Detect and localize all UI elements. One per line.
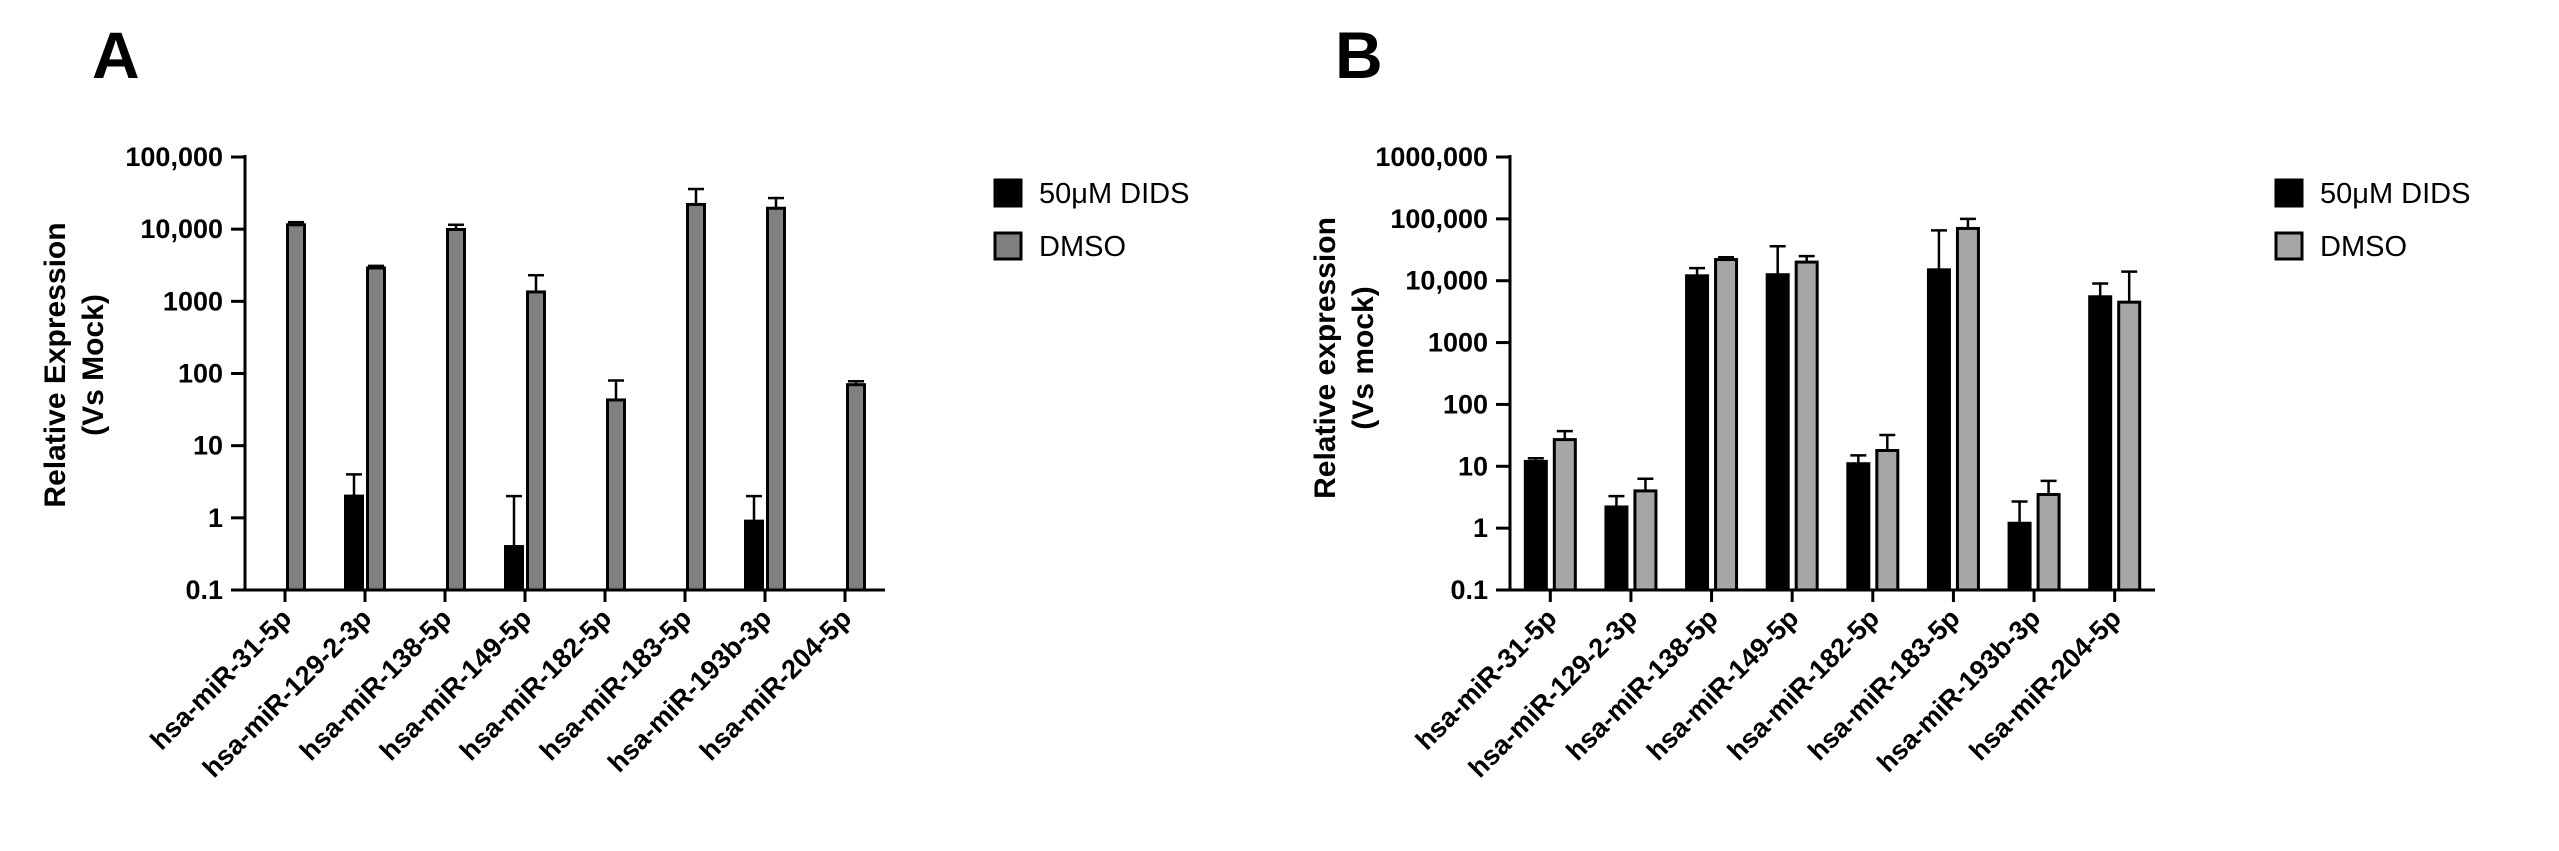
bar-a-s2-7 xyxy=(846,383,866,592)
bar-a-s2-5 xyxy=(686,202,706,592)
legend-label-b-series2: DMSO xyxy=(2320,231,2407,263)
bar-b-s2-6 xyxy=(2036,492,2061,592)
y-tick-label-b-6: 100,000 xyxy=(1390,204,1488,234)
x-tick-label-b-4: hsa-miR-182-5p xyxy=(1722,603,1885,766)
chart-panel-a: A 0.1 1 10 100 1000 10,000 100,000 hsa-miR-31-5… xyxy=(39,18,1189,783)
x-tick-label-a-5: hsa-miR-183-5p xyxy=(534,603,697,766)
y-tick-label-b-5: 10,000 xyxy=(1405,266,1488,296)
x-tick-label-a-0: hsa-miR-31-5p xyxy=(144,603,297,756)
x-tick-label-b-2: hsa-miR-138-5p xyxy=(1560,603,1723,766)
bar-a-s1-3 xyxy=(504,545,524,592)
bar-b-s2-0 xyxy=(1552,438,1577,592)
x-tick-label-a-2: hsa-miR-138-5p xyxy=(294,603,457,766)
bar-a-s1-1 xyxy=(344,494,364,592)
y-tick-label-b-4: 1000 xyxy=(1428,328,1488,358)
x-tick-label-b-7: hsa-miR-204-5p xyxy=(1964,603,2127,766)
legend-label-a-series2: DMSO xyxy=(1039,231,1126,263)
y-tick-label-b-0: 0.1 xyxy=(1450,575,1488,605)
y-axis-title-a-line1: Relative Expression xyxy=(39,222,72,507)
bar-b-s1-2 xyxy=(1685,274,1710,592)
legend-b: 50μM DIDS DMSO xyxy=(2274,178,2470,263)
bar-b-s1-7 xyxy=(2088,295,2113,592)
plot-area-b: 0.1 1 10 100 1000 10,000 100,000 1000,000 hsa-mi… xyxy=(1375,142,2155,783)
x-tick-label-b-0: hsa-miR-31-5p xyxy=(1410,603,1563,756)
panel-label-a: A xyxy=(92,18,140,92)
bar-a-s2-4 xyxy=(606,398,626,592)
bar-b-s2-5 xyxy=(1955,226,1980,592)
bar-b-s2-7 xyxy=(2117,300,2142,592)
bar-b-s2-2 xyxy=(1714,258,1739,592)
bar-a-s2-1 xyxy=(366,266,386,592)
bar-a-s2-0 xyxy=(286,223,306,592)
y-axis-title-a-line2: (Vs Mock) xyxy=(77,294,110,436)
bar-a-s2-6 xyxy=(766,206,786,592)
y-tick-label-b-7: 1000,000 xyxy=(1375,142,1488,172)
legend-label-b-series1: 50μM DIDS xyxy=(2320,178,2470,210)
panel-label-b: B xyxy=(1335,18,1383,92)
x-tick-label-a-4: hsa-miR-182-5p xyxy=(454,603,617,766)
y-tick-label-b-3: 100 xyxy=(1443,389,1488,419)
bar-b-s1-3 xyxy=(1765,273,1790,592)
legend-swatch-b-series2 xyxy=(2274,231,2304,261)
bar-a-s2-3 xyxy=(526,290,546,592)
x-tick-label-b-3: hsa-miR-149-5p xyxy=(1641,603,1804,766)
bar-b-s1-4 xyxy=(1846,462,1871,592)
y-tick-label-a-1: 1 xyxy=(208,503,223,533)
bar-b-s1-5 xyxy=(1926,268,1951,592)
bar-a-s2-2 xyxy=(446,227,466,592)
bar-a-s1-6 xyxy=(744,519,764,592)
y-tick-label-a-4: 1000 xyxy=(163,286,223,316)
bar-b-s2-1 xyxy=(1633,489,1658,592)
y-tick-label-a-2: 10 xyxy=(193,431,223,461)
bar-b-s1-0 xyxy=(1523,459,1548,592)
y-axis-title-b-line2: (Vs mock) xyxy=(1347,286,1380,429)
legend-swatch-a-series2 xyxy=(993,231,1023,261)
y-tick-label-b-2: 10 xyxy=(1458,451,1488,481)
chart-panel-b: B 0.1 1 10 100 1000 10,000 100,000 1000,000 hsa-… xyxy=(1309,18,2470,783)
y-axis-title-b-line1: Relative expression xyxy=(1309,217,1342,499)
legend-swatch-a-series1 xyxy=(993,178,1023,208)
legend-a: 50μM DIDS DMSO xyxy=(993,178,1189,263)
bar-b-s2-3 xyxy=(1794,260,1819,592)
legend-swatch-b-series1 xyxy=(2274,178,2304,208)
bar-b-s1-1 xyxy=(1604,505,1629,592)
x-tick-label-b-5: hsa-miR-183-5p xyxy=(1802,603,1965,766)
bar-b-s2-4 xyxy=(1875,448,1900,592)
legend-label-a-series1: 50μM DIDS xyxy=(1039,178,1189,210)
x-tick-label-a-3: hsa-miR-149-5p xyxy=(374,603,537,766)
y-tick-label-a-0: 0.1 xyxy=(185,575,223,605)
y-tick-label-b-1: 1 xyxy=(1473,513,1488,543)
y-tick-label-a-3: 100 xyxy=(178,359,223,389)
plot-area-a: 0.1110100100010,000100,000hsa-miR-31-5ph… xyxy=(125,142,885,783)
x-tick-label-a-7: hsa-miR-204-5p xyxy=(694,603,857,766)
y-tick-label-a-6: 100,000 xyxy=(125,142,223,172)
bar-b-s1-6 xyxy=(2007,521,2032,592)
y-tick-label-a-5: 10,000 xyxy=(140,214,223,244)
